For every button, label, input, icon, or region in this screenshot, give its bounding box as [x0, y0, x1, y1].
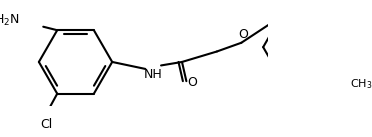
Text: H$_2$N: H$_2$N	[0, 13, 20, 28]
Text: O: O	[187, 76, 198, 89]
Text: Cl: Cl	[41, 118, 53, 131]
Text: O: O	[238, 28, 248, 41]
Text: CH$_3$: CH$_3$	[350, 77, 372, 91]
Text: NH: NH	[144, 68, 163, 81]
